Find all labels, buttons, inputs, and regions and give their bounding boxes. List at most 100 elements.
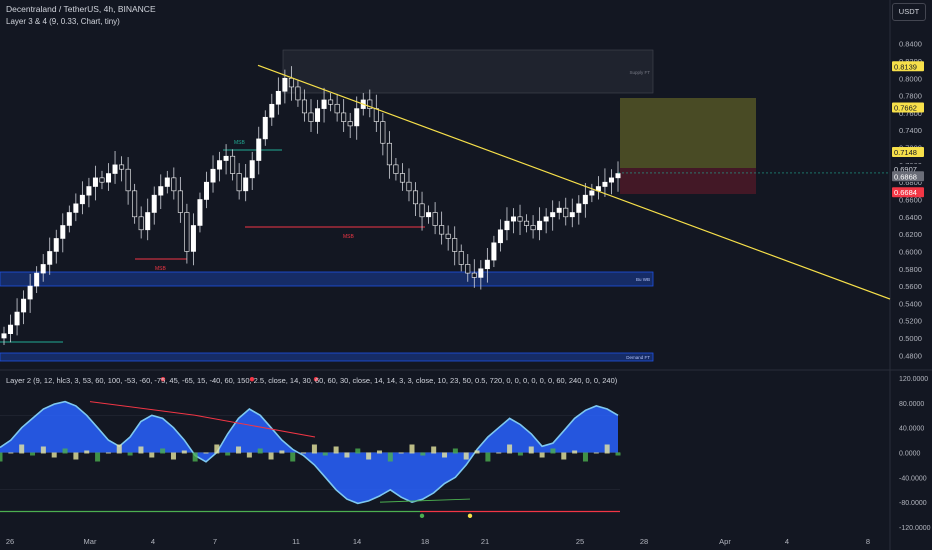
osc-hist-bar — [398, 452, 404, 454]
osc-hist-bar — [0, 452, 3, 462]
osc-hist-bar — [572, 450, 578, 454]
position-target-area — [620, 98, 756, 168]
candle-body — [530, 225, 536, 231]
price-label: 0.7148 — [894, 148, 917, 157]
osc-hist-bar — [507, 444, 513, 454]
candle-body — [132, 190, 138, 218]
signal-dot — [249, 377, 255, 382]
signal-dot — [419, 513, 425, 519]
price-label: 0.6868 — [894, 172, 917, 181]
candle-body — [419, 203, 425, 218]
candle-body — [301, 99, 307, 114]
time-tick-label: 21 — [481, 537, 489, 546]
demand-zone-low-label: Demand FT — [626, 355, 650, 360]
time-tick-label: 25 — [576, 537, 584, 546]
candle-body — [171, 177, 177, 192]
candle-body — [497, 229, 503, 244]
candle-body — [275, 90, 281, 105]
candle-body — [458, 251, 464, 265]
price-tick-label: 0.8000 — [899, 74, 922, 83]
candle-body — [334, 103, 340, 114]
candle-body — [556, 207, 562, 213]
osc-hist-bar — [463, 452, 469, 460]
candle-body — [471, 272, 477, 278]
time-tick-label: 7 — [213, 537, 217, 546]
trendline — [257, 64, 891, 300]
candle-body — [602, 181, 608, 187]
osc-hist-bar — [550, 448, 556, 454]
osc-tick-label: 80.0000 — [899, 401, 924, 408]
osc-tick-label: 0.0000 — [899, 451, 921, 458]
price-label: 0.8139 — [894, 62, 917, 71]
candle-body — [79, 194, 85, 205]
candle-body — [347, 121, 353, 127]
candle-body — [582, 194, 588, 205]
osc-hist-bar — [8, 452, 14, 454]
osc-hist-bar — [615, 452, 621, 456]
osc-hist-bar — [604, 444, 610, 454]
osc-hist-bar — [452, 448, 458, 454]
osc-hist-bar — [192, 452, 198, 462]
time-tick-label: 4 — [151, 537, 155, 546]
currency-button[interactable]: USDT — [892, 3, 926, 21]
osc-hist-bar — [290, 452, 296, 462]
osc-hist-bar — [105, 452, 111, 454]
candle-body — [452, 238, 458, 252]
candle-body — [406, 181, 412, 192]
candle-body — [177, 190, 183, 213]
candle-body — [393, 164, 399, 174]
price-tick-label: 0.6000 — [899, 247, 922, 256]
time-tick-label: 11 — [292, 537, 300, 546]
candle-body — [217, 160, 223, 170]
candle-body — [413, 190, 419, 205]
candle-body — [92, 177, 98, 187]
symbol-title: Decentraland / TetherUS, 4h, BINANCE — [6, 4, 156, 14]
osc-hist-bar — [582, 452, 588, 462]
price-tick-label: 0.4800 — [899, 351, 922, 360]
candle-body — [608, 177, 614, 183]
candle-body — [106, 173, 112, 183]
candle-body — [203, 181, 209, 200]
osc-hist-bar — [333, 446, 339, 454]
candle-body — [210, 168, 216, 183]
supply-zone — [282, 49, 654, 94]
msb-label: MSB — [155, 266, 167, 272]
candle-body — [426, 212, 432, 218]
candle-body — [73, 203, 79, 213]
candle-body — [282, 77, 288, 92]
divergence-line — [194, 414, 316, 438]
osc-hist-bar — [279, 450, 285, 454]
candle-body — [34, 272, 40, 287]
osc-hist-bar — [376, 450, 382, 454]
osc-hist-bar — [170, 452, 176, 460]
price-label-bg — [892, 147, 924, 158]
candle-body — [373, 108, 379, 122]
candle-body — [543, 216, 549, 222]
osc-hist-bar — [561, 452, 567, 460]
candle-body — [484, 259, 490, 270]
candle-body — [269, 103, 275, 118]
candle-body — [262, 116, 268, 140]
osc-hist-bar — [127, 452, 133, 456]
candle-body — [151, 194, 157, 213]
price-label: 0.7662 — [894, 104, 917, 113]
osc-hist-bar — [203, 452, 209, 454]
candle-body — [517, 216, 523, 222]
price-tick-label: 0.7800 — [899, 92, 922, 101]
osc-tick-label: -120.0000 — [899, 525, 931, 532]
lower-pane-title: Layer 2 (9, 12, hlc3, 3, 53, 60, 100, -5… — [6, 376, 618, 385]
candle-body — [256, 138, 262, 161]
osc-hist-bar — [246, 452, 252, 458]
osc-wave-line — [0, 400, 619, 505]
candle-body — [563, 207, 569, 218]
candle-body — [432, 212, 438, 226]
osc-hist-bar — [387, 452, 393, 462]
candle-body — [230, 155, 236, 174]
osc-area — [0, 401, 618, 504]
candle-body — [491, 242, 497, 261]
candle-body — [465, 264, 471, 274]
demand-zone-low — [0, 352, 654, 362]
signal-dot — [467, 513, 473, 519]
